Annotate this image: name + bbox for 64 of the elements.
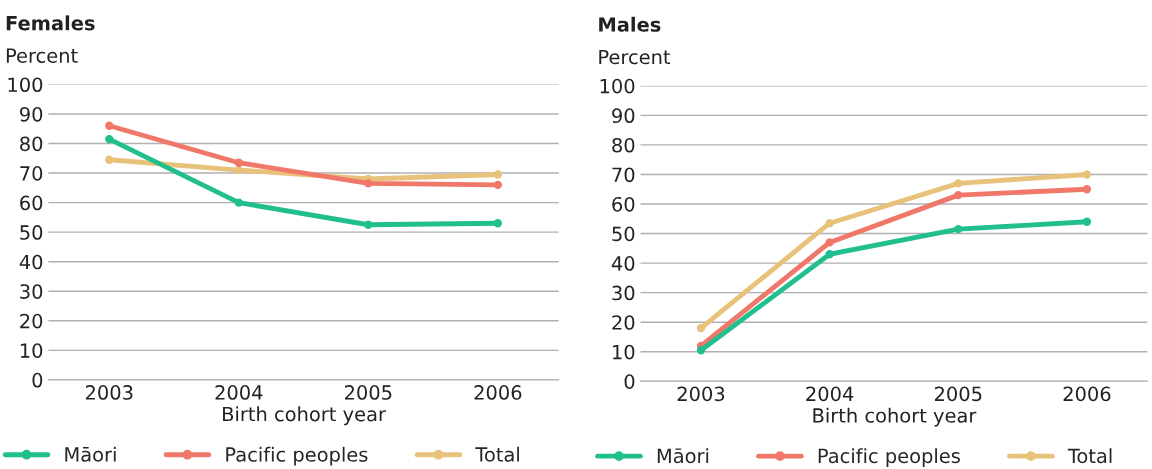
x-tick-label: 2003 bbox=[677, 386, 725, 402]
x-tick-label: 2005 bbox=[345, 385, 392, 400]
chart-title: Females bbox=[6, 15, 95, 31]
y-axis-title: Percent bbox=[6, 48, 78, 63]
y-tick-label: 10 bbox=[20, 343, 43, 359]
point bbox=[696, 346, 706, 355]
y-axis-title: Percent bbox=[599, 49, 671, 65]
y-tick-label: 30 bbox=[20, 284, 43, 299]
point bbox=[954, 224, 963, 234]
y-tick-label: 50 bbox=[612, 226, 635, 242]
legend-label: Māori bbox=[65, 446, 116, 462]
y-tick-label: 40 bbox=[611, 256, 635, 271]
point bbox=[954, 179, 963, 188]
point bbox=[493, 219, 503, 228]
x-tick-label: 2006 bbox=[1063, 386, 1111, 402]
point bbox=[364, 220, 373, 229]
x-tick-label: 2003 bbox=[85, 385, 133, 400]
y-tick-label: 60 bbox=[612, 196, 635, 212]
x-tick-label: 2005 bbox=[934, 386, 982, 402]
point bbox=[234, 198, 243, 207]
point bbox=[825, 238, 834, 247]
y-tick-label: 80 bbox=[20, 136, 43, 152]
legend-label: Māori bbox=[657, 448, 709, 464]
x-tick-label: 2004 bbox=[215, 385, 263, 400]
y-tick-label: 10 bbox=[613, 344, 635, 360]
point bbox=[234, 165, 243, 175]
y-tick-label: 90 bbox=[20, 106, 43, 122]
x-axis-title: Birth cohort year bbox=[223, 406, 386, 426]
y-tick-label: 100 bbox=[600, 78, 635, 94]
legend-label: Total bbox=[1067, 448, 1112, 464]
y-tick-label: 0 bbox=[624, 374, 635, 389]
y-tick-label: 80 bbox=[612, 137, 635, 153]
y-tick-label: 100 bbox=[8, 77, 43, 93]
point bbox=[493, 170, 503, 179]
point bbox=[105, 155, 114, 164]
y-tick-label: 20 bbox=[612, 315, 635, 330]
point bbox=[364, 179, 373, 188]
point bbox=[493, 180, 503, 190]
x-axis-title: Birth cohort year bbox=[813, 407, 977, 427]
point bbox=[234, 158, 243, 167]
point bbox=[696, 323, 706, 333]
legend-label: Total bbox=[475, 446, 519, 462]
y-tick-label: 50 bbox=[20, 225, 43, 240]
legend-label: Pacific peoples bbox=[226, 446, 368, 466]
point bbox=[1082, 185, 1092, 194]
point bbox=[825, 250, 834, 259]
point bbox=[825, 219, 834, 228]
point bbox=[1082, 217, 1092, 226]
point bbox=[105, 134, 114, 144]
chart-title: Males bbox=[599, 16, 661, 32]
y-tick-label: 90 bbox=[612, 108, 635, 124]
y-tick-label: 60 bbox=[20, 195, 43, 211]
y-tick-label: 40 bbox=[19, 254, 43, 270]
y-tick-label: 70 bbox=[20, 166, 43, 181]
point bbox=[954, 190, 963, 200]
y-tick-label: 20 bbox=[20, 313, 43, 329]
point bbox=[105, 121, 114, 130]
x-tick-label: 2006 bbox=[474, 385, 522, 400]
y-tick-label: 70 bbox=[612, 167, 635, 183]
point bbox=[1082, 170, 1092, 179]
y-tick-label: 30 bbox=[612, 285, 635, 301]
x-tick-label: 2004 bbox=[806, 386, 854, 402]
legend-label: Pacific peoples bbox=[818, 448, 960, 467]
y-tick-label: 0 bbox=[32, 372, 43, 388]
